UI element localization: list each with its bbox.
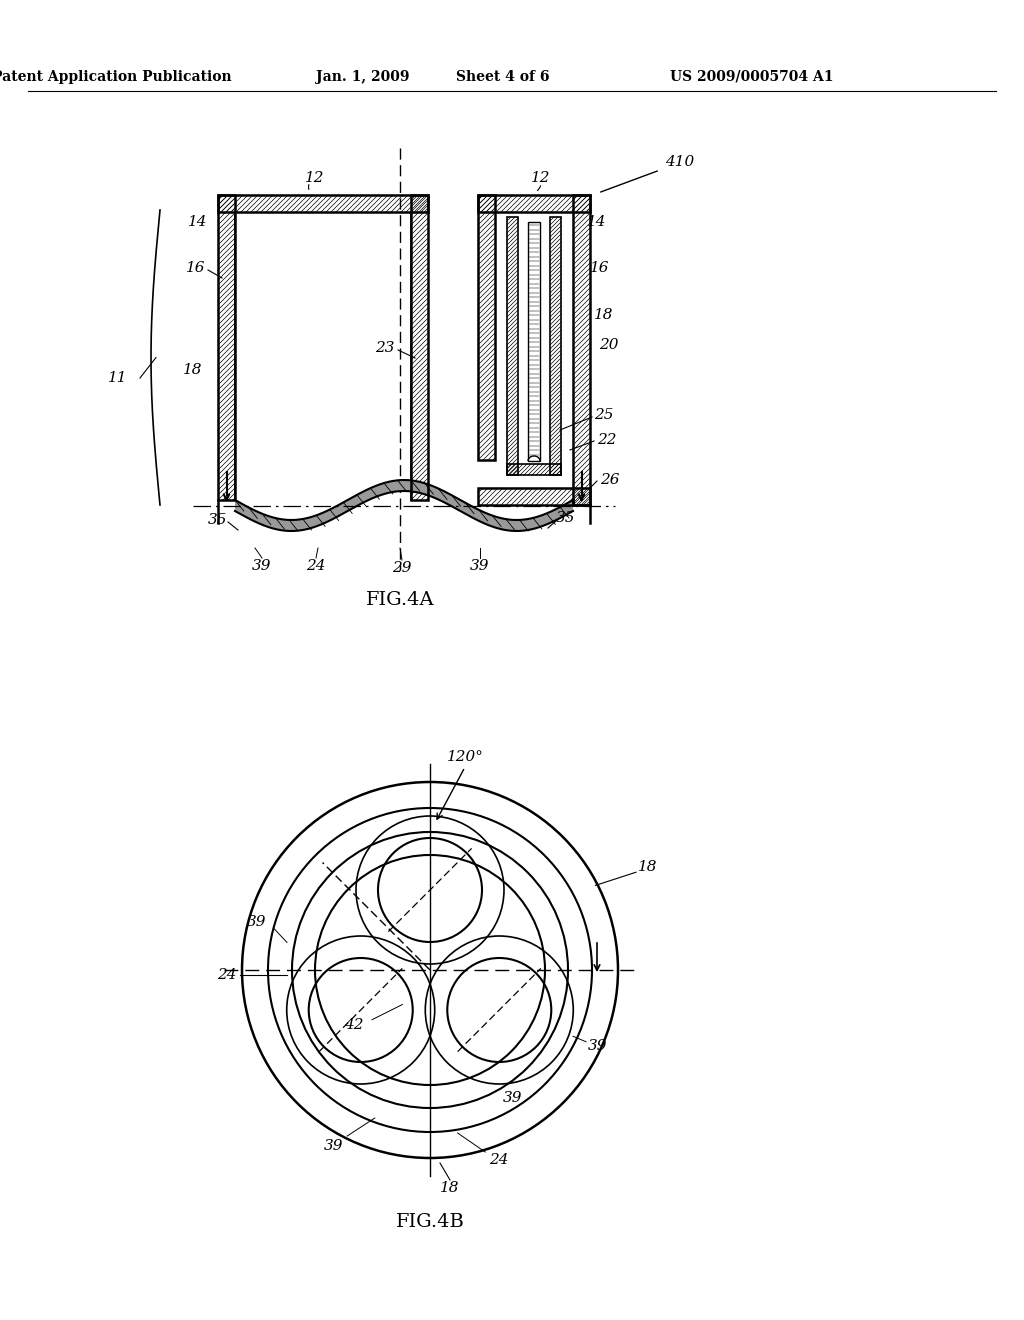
- Text: 24: 24: [217, 968, 237, 982]
- Text: 23: 23: [375, 341, 394, 355]
- Bar: [528, 222, 540, 461]
- Polygon shape: [234, 480, 573, 531]
- Text: 26: 26: [600, 473, 620, 487]
- Text: 24: 24: [489, 1152, 509, 1167]
- Text: 39: 39: [588, 1039, 608, 1053]
- Bar: [218, 195, 428, 213]
- Text: 11: 11: [109, 371, 128, 385]
- Text: 12: 12: [531, 172, 551, 185]
- Text: 12: 12: [305, 172, 325, 185]
- Text: 35: 35: [556, 511, 575, 525]
- Bar: [478, 488, 590, 506]
- Text: 18: 18: [440, 1181, 460, 1195]
- Text: FIG.4B: FIG.4B: [395, 1213, 465, 1232]
- Text: 39: 39: [470, 558, 489, 573]
- Text: 16: 16: [590, 261, 609, 275]
- Text: 14: 14: [587, 215, 607, 228]
- Bar: [550, 216, 561, 475]
- Text: 39: 39: [503, 1092, 522, 1105]
- Text: 14: 14: [188, 215, 208, 228]
- Text: Patent Application Publication: Patent Application Publication: [0, 70, 231, 84]
- Text: 18: 18: [594, 308, 613, 322]
- Text: 16: 16: [186, 261, 206, 275]
- Text: 39: 39: [247, 915, 266, 929]
- Text: Sheet 4 of 6: Sheet 4 of 6: [457, 70, 550, 84]
- Bar: [573, 195, 590, 506]
- Text: 410: 410: [666, 154, 694, 169]
- Bar: [507, 465, 561, 475]
- Text: 20: 20: [599, 338, 618, 352]
- Text: 39: 39: [252, 558, 271, 573]
- Bar: [478, 195, 495, 459]
- Bar: [507, 216, 518, 475]
- Text: 29: 29: [392, 561, 412, 576]
- Text: 22: 22: [597, 433, 616, 447]
- Text: 39: 39: [324, 1139, 343, 1152]
- Text: 42: 42: [344, 1018, 364, 1032]
- Text: 25: 25: [594, 408, 613, 422]
- Text: 24: 24: [306, 558, 326, 573]
- Text: 18: 18: [638, 859, 657, 874]
- Text: 120°: 120°: [446, 750, 483, 764]
- Bar: [478, 195, 590, 213]
- Text: US 2009/0005704 A1: US 2009/0005704 A1: [671, 70, 834, 84]
- Text: Jan. 1, 2009: Jan. 1, 2009: [316, 70, 410, 84]
- Bar: [218, 195, 234, 500]
- Text: FIG.4A: FIG.4A: [366, 591, 434, 609]
- Bar: [411, 195, 428, 500]
- Text: 35: 35: [208, 513, 227, 527]
- Text: 18: 18: [183, 363, 203, 378]
